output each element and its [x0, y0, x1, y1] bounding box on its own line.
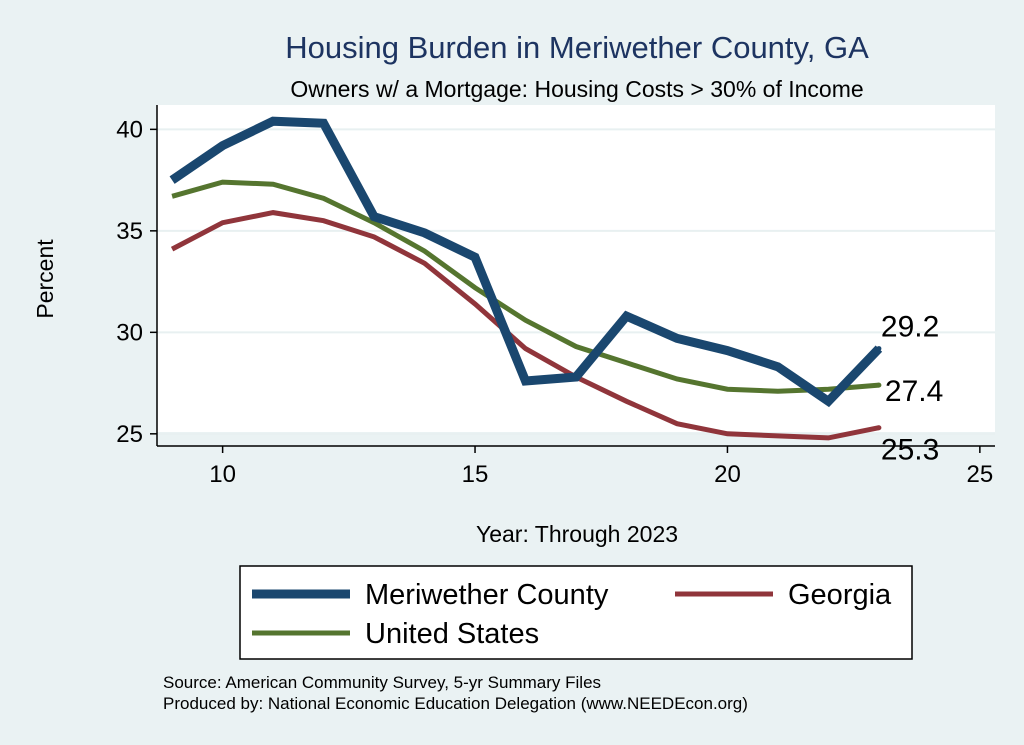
end-marker — [876, 425, 882, 431]
x-tick-label: 15 — [462, 461, 489, 488]
legend-label-united-states: United States — [365, 618, 539, 650]
source-note: Source: American Community Survey, 5-yr … — [163, 673, 601, 692]
chart-title: Housing Burden in Meriwether County, GA — [285, 30, 869, 65]
y-tick-label: 25 — [116, 421, 143, 448]
end-label-meriwether-county: 29.2 — [881, 311, 939, 344]
y-tick-label: 30 — [116, 319, 143, 346]
x-axis-title: Year: Through 2023 — [476, 521, 678, 547]
plot-area — [157, 105, 995, 432]
series-line-georgia — [170, 210, 880, 441]
end-marker — [876, 382, 882, 388]
y-tick-label: 40 — [116, 116, 143, 143]
series-line-united-states — [171, 179, 880, 394]
end-labels: 29.2 25.3 27.4 — [876, 311, 943, 467]
x-tick-label: 20 — [714, 461, 741, 488]
y-tick-label: 35 — [116, 218, 143, 245]
legend: Meriwether County Georgia United States — [239, 565, 913, 660]
legend-label-georgia: Georgia — [788, 579, 892, 611]
legend-box — [239, 565, 913, 660]
series-line-meriwether-county — [169, 116, 883, 408]
end-label-georgia: 25.3 — [881, 434, 939, 467]
x-tick-label: 10 — [209, 461, 236, 488]
x-tick-label: 25 — [967, 461, 994, 488]
producer-note: Produced by: National Economic Education… — [163, 694, 748, 713]
legend-label-meriwether: Meriwether County — [365, 579, 609, 611]
y-axis-title: Percent — [32, 239, 58, 319]
axes: 25 30 35 40 10 15 20 25 — [116, 105, 995, 488]
end-label-united-states: 27.4 — [885, 375, 943, 408]
end-marker — [876, 346, 882, 352]
chart-subtitle: Owners w/ a Mortgage: Housing Costs > 30… — [290, 76, 863, 102]
series-lines — [169, 116, 883, 441]
